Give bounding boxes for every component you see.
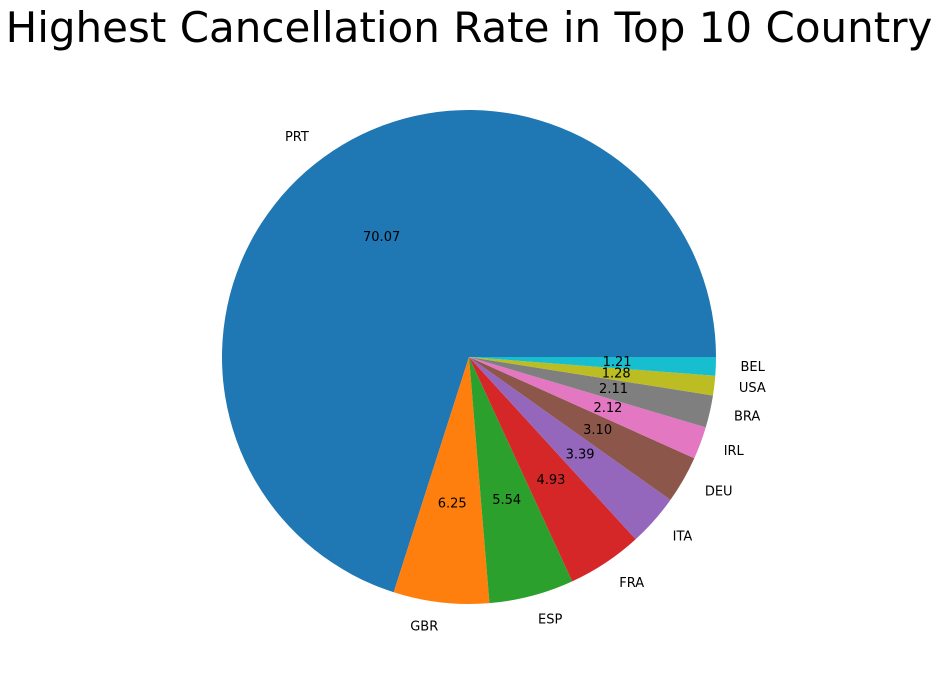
category-label-bra: BRA [734, 410, 760, 425]
pie-slice-gbr [393, 357, 490, 604]
percent-label-fra: 4.93 [536, 473, 565, 488]
percent-label-bel: 1.21 [603, 355, 632, 370]
category-label-prt: PRT [285, 130, 309, 145]
pie-slice-usa [469, 357, 716, 396]
category-label-deu: DEU [705, 484, 733, 499]
pie-slice-fra [469, 357, 636, 582]
category-label-irl: IRL [724, 444, 745, 459]
percent-label-gbr: 6.25 [438, 497, 467, 512]
percent-labels: 70.07 6.25 5.54 4.933.39 3.10 2.12 2.111.281.2… [363, 230, 632, 512]
pie-slice-bra [469, 357, 713, 428]
pie-slice-prt [222, 110, 716, 593]
percent-label-ita: 3.39 [566, 448, 595, 463]
percent-label-usa: 1.28 [602, 367, 631, 382]
percent-label-prt: 70.07 [363, 230, 400, 245]
percent-label-deu: 3.10 [583, 423, 612, 438]
pie-slice-bel [469, 357, 716, 376]
category-label-fra: FRA [619, 576, 644, 591]
percent-label-esp: 5.54 [492, 493, 521, 508]
category-label-gbr: GBR [410, 619, 438, 634]
category-label-bel: BEL [741, 360, 766, 375]
pie-slices [222, 110, 716, 604]
category-label-ita: ITA [673, 529, 693, 544]
percent-label-bra: 2.11 [599, 382, 628, 397]
pie-slice-ita [469, 357, 671, 540]
category-label-esp: ESP [538, 612, 562, 627]
category-label-usa: USA [739, 381, 766, 396]
chart-title: Highest Cancellation Rate in Top 10 Coun… [5, 3, 933, 52]
category-labels: PRT GBR ESP FRA ITA DEU IRL BRA USA BEL [285, 130, 766, 634]
pie-slice-irl [469, 357, 706, 459]
pie-slice-deu [469, 357, 695, 500]
pie-slice-esp [469, 357, 573, 604]
percent-label-irl: 2.12 [593, 401, 622, 416]
